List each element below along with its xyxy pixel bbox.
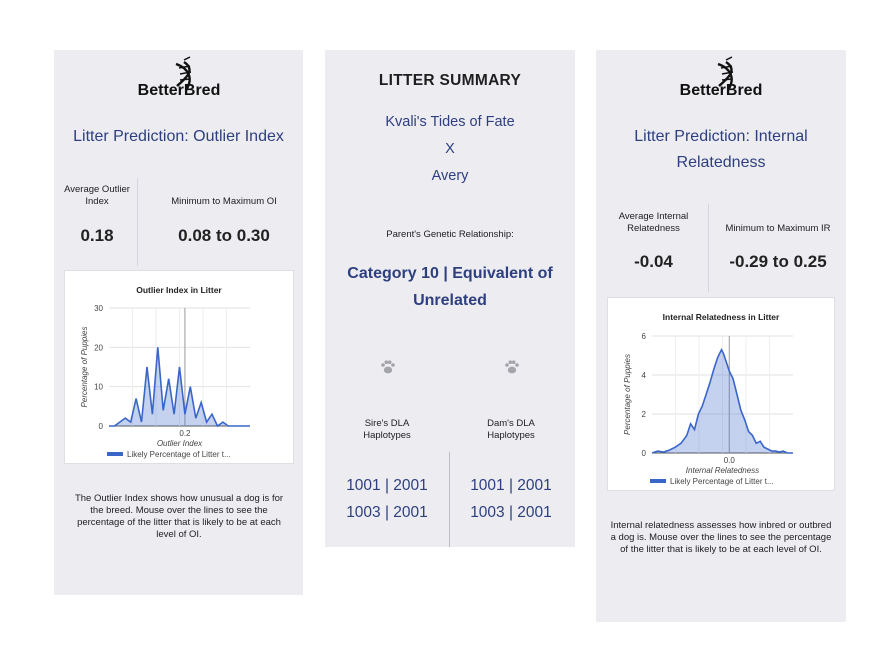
card-title: Litter Prediction: Internal Relatedness bbox=[634, 128, 808, 171]
haplotype-divider bbox=[449, 452, 450, 547]
betterbred-logo: BetterBred bbox=[596, 56, 846, 100]
dam-haplotype-1: 1001 | 2001 bbox=[470, 477, 552, 494]
betterbred-logo: BetterBred bbox=[54, 56, 303, 100]
x-tick-label: 0.2 bbox=[179, 429, 191, 438]
legend-swatch bbox=[107, 452, 123, 456]
y-axis-label: Percentage of Puppies bbox=[623, 354, 632, 435]
dam-haplotype-2: 1003 | 2001 bbox=[470, 504, 552, 521]
outlier-index-chart[interactable]: Outlier Index in Litter 0 10 20 30 0.2 Outlie… bbox=[64, 270, 294, 464]
y-axis-label: Percentage of Puppies bbox=[80, 327, 89, 408]
range-ir-label: Minimum to Maximum IR bbox=[725, 223, 831, 234]
legend-swatch bbox=[650, 479, 666, 483]
legend-label: Likely Percentage of Litter t... bbox=[127, 450, 231, 459]
internal-relatedness-chart[interactable]: Internal Relatedness in Litter 0 2 4 6 0.0 In… bbox=[607, 297, 835, 491]
y-tick-label: 2 bbox=[642, 410, 647, 419]
y-tick-label: 0 bbox=[99, 422, 104, 431]
svg-text:BetterBred: BetterBred bbox=[680, 82, 763, 99]
svg-text:BetterBred: BetterBred bbox=[137, 82, 220, 99]
sire-haplotype-1: 1001 | 2001 bbox=[346, 477, 428, 494]
dam-name[interactable]: Avery bbox=[431, 168, 469, 184]
series-area bbox=[109, 347, 250, 426]
x-tick-label: 0.0 bbox=[724, 456, 736, 465]
series-line bbox=[651, 347, 793, 454]
range-oi-value: 0.08 to 0.30 bbox=[178, 226, 270, 245]
y-tick-label: 30 bbox=[94, 304, 103, 313]
y-tick-label: 4 bbox=[642, 371, 647, 380]
range-oi-label: Minimum to Maximum OI bbox=[171, 196, 277, 207]
series-area bbox=[652, 349, 793, 453]
litter-summary-card: LITTER SUMMARY Kvali's Tides of Fate X A… bbox=[325, 50, 575, 547]
paw-icon bbox=[505, 360, 519, 374]
divider bbox=[137, 178, 138, 266]
chart-title: Outlier Index in Litter bbox=[136, 285, 222, 295]
y-tick-label: 10 bbox=[94, 383, 103, 392]
series-line bbox=[109, 347, 250, 428]
summary-title: LITTER SUMMARY bbox=[378, 72, 522, 89]
sire-name[interactable]: Kvali's Tides of Fate bbox=[385, 114, 515, 130]
chart-title: Internal Relatedness in Litter bbox=[662, 312, 780, 322]
y-tick-label: 6 bbox=[642, 332, 647, 341]
outlier-index-card: BetterBred Litter Prediction: Outlier In… bbox=[54, 50, 303, 595]
card-title: Litter Prediction: Outlier Index bbox=[73, 128, 284, 145]
dna-helix-icon bbox=[175, 56, 191, 91]
paw-icon bbox=[381, 360, 395, 374]
legend-label: Likely Percentage of Litter t... bbox=[670, 477, 774, 486]
average-ir-value: -0.04 bbox=[634, 252, 673, 271]
x-axis-label: Outlier Index bbox=[157, 439, 203, 448]
outlier-index-description: The Outlier Index shows how unusual a do… bbox=[74, 493, 284, 540]
average-ir-label: Average Internal Relatedness bbox=[618, 211, 689, 234]
divider bbox=[708, 204, 709, 292]
range-ir-value: -0.29 to 0.25 bbox=[729, 252, 827, 271]
dam-haplotypes-label: Dam's DLA Haplotypes bbox=[487, 418, 535, 441]
dna-helix-icon bbox=[717, 56, 734, 91]
y-tick-label: 0 bbox=[642, 449, 647, 458]
average-oi-value: 0.18 bbox=[80, 226, 114, 245]
x-axis-label: Internal Relatedness bbox=[686, 466, 759, 475]
average-oi-label: Average Outlier Index bbox=[64, 184, 130, 207]
sire-haplotype-2: 1003 | 2001 bbox=[346, 504, 428, 521]
cross-symbol: X bbox=[445, 141, 455, 157]
internal-relatedness-description: Internal relatedness assesses how inbred… bbox=[610, 520, 832, 555]
relationship-value: Category 10 | Equivalent of Unrelated bbox=[347, 265, 553, 309]
relationship-label: Parent's Genetic Relationship: bbox=[386, 229, 514, 240]
y-tick-label: 20 bbox=[94, 343, 103, 352]
internal-relatedness-card: BetterBred Litter Prediction: Internal R… bbox=[596, 50, 846, 622]
sire-haplotypes-label: Sire's DLA Haplotypes bbox=[363, 418, 411, 441]
